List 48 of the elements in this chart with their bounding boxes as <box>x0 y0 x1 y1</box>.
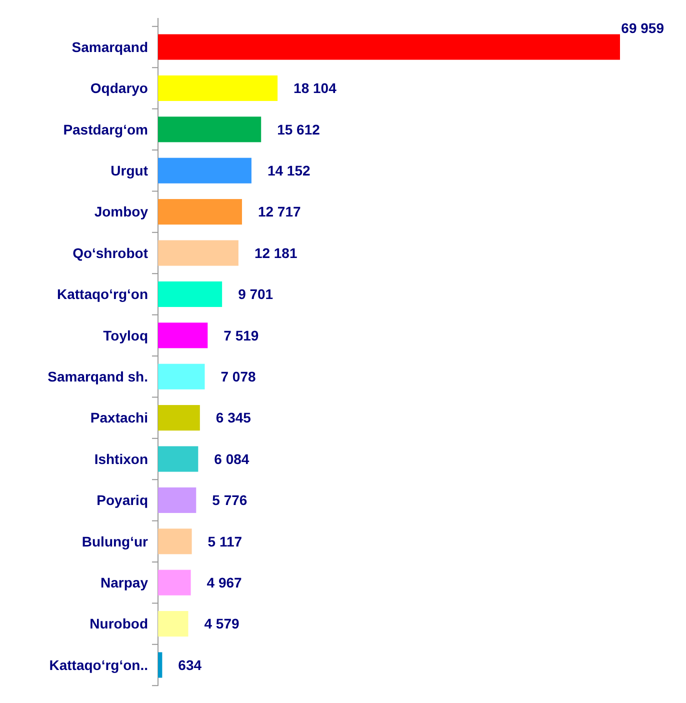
y-tick-label: Bulung‘ur <box>82 533 149 550</box>
data-label: 14 152 <box>267 162 310 179</box>
data-label: 12 717 <box>258 204 302 220</box>
y-tick-label: Ishtixon <box>94 450 148 467</box>
data-label: 6 345 <box>216 410 252 426</box>
bar <box>158 281 222 307</box>
y-tick-label: Jomboy <box>94 204 148 220</box>
data-label: 69 959 <box>621 20 664 36</box>
y-tick-label: Toyloq <box>103 327 148 344</box>
data-label: 6 084 <box>214 450 250 467</box>
data-label: 18 104 <box>294 80 337 96</box>
y-tick-label: Oqdaryo <box>90 80 148 96</box>
bar <box>158 34 620 60</box>
y-tick-label: Samarqand sh. <box>48 368 148 384</box>
bar <box>158 75 278 101</box>
y-tick-label: Kattaqo‘rg‘on.. <box>49 656 148 673</box>
y-tick-label: Nurobod <box>90 616 148 632</box>
bar <box>158 322 208 348</box>
data-label: 7 519 <box>224 327 259 344</box>
bar <box>158 528 192 554</box>
y-tick-label: Paxtachi <box>90 410 148 426</box>
bar <box>158 446 198 472</box>
bar <box>158 158 252 184</box>
data-label: 7 078 <box>220 368 256 384</box>
bar <box>158 487 196 513</box>
data-label: 634 <box>178 656 202 673</box>
bar <box>158 364 205 390</box>
bar <box>158 611 188 637</box>
bar <box>158 116 262 142</box>
data-label: 4 967 <box>206 574 242 590</box>
data-label: 4 579 <box>204 616 240 632</box>
data-label: 12 181 <box>254 244 298 261</box>
bar <box>158 570 191 596</box>
y-tick-label: Pastdarg‘om <box>63 121 148 138</box>
bar <box>158 199 242 225</box>
y-tick-label: Kattaqo‘rg‘on <box>57 286 148 302</box>
y-tick-label: Qo‘shrobot <box>72 244 148 261</box>
data-label: 9 701 <box>238 286 274 302</box>
data-label: 15 612 <box>277 121 320 138</box>
bar <box>158 240 238 266</box>
bar <box>158 405 200 431</box>
data-label: 5 117 <box>208 533 242 550</box>
y-tick-label: Narpay <box>100 574 148 590</box>
y-tick-label: Urgut <box>110 162 148 179</box>
y-tick-label: Poyariq <box>96 492 148 508</box>
y-tick-label: Samarqand <box>72 38 148 55</box>
data-label: 5 776 <box>212 492 248 508</box>
bar <box>158 652 162 678</box>
